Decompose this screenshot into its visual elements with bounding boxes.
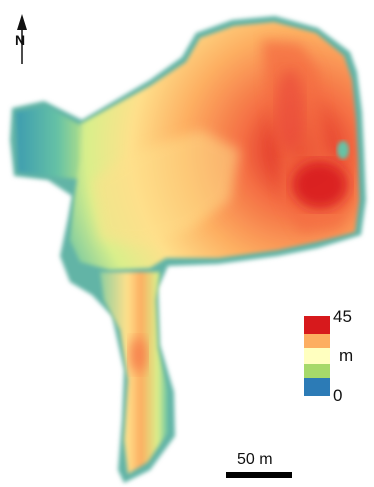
legend-unit-label: m [339,346,354,365]
terrain-left-lobe [16,106,86,180]
scale-bar [226,472,292,478]
legend-color-ramp [304,316,330,396]
legend-max-label: 45 [333,307,352,326]
terrain-lower-band [92,130,240,245]
terrain-arm-hotspot [129,337,147,373]
legend-swatch-high [304,316,330,334]
terrain-lower-arm [100,272,168,474]
terrain-peak-upper [276,70,304,150]
terrain-peak [292,161,348,209]
legend-swatch-lower-mid [304,364,330,378]
legend-swatch-mid [304,348,330,364]
north-arrow-icon [17,14,27,64]
legend-swatch-low [304,378,330,396]
legend-min-label: 0 [333,386,343,405]
north-label: N [15,32,26,48]
terrain-depression [337,141,349,159]
scale-bar-label: 50 m [237,451,273,468]
legend-swatch-upper-mid [304,334,330,348]
